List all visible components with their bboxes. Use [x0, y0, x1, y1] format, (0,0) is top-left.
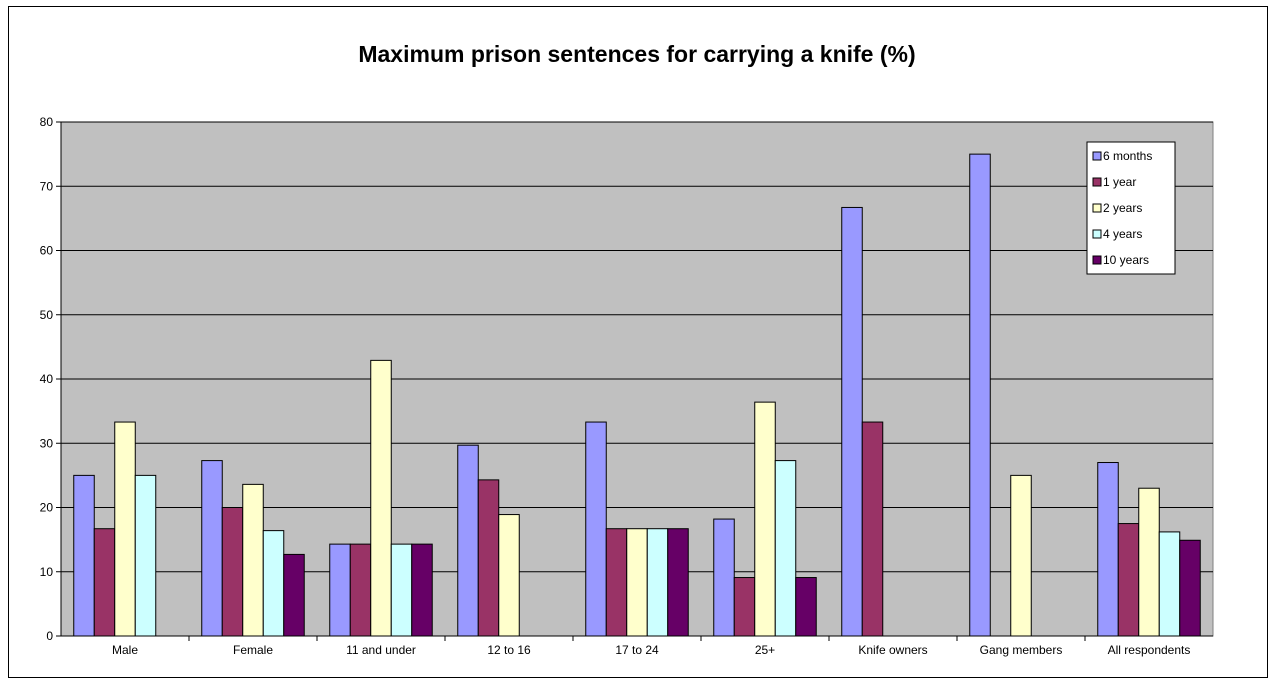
bar	[969, 153, 991, 637]
bar	[861, 421, 884, 637]
y-tick-label: 20	[40, 501, 54, 515]
chart-title: Maximum prison sentences for carrying a …	[358, 41, 915, 67]
bar	[754, 401, 776, 637]
bar	[349, 543, 372, 637]
bar	[457, 444, 479, 637]
bar	[262, 530, 285, 637]
bar	[390, 543, 413, 637]
legend: 6 months 1 year 2 years 4 years 10 years	[1086, 141, 1176, 275]
bar	[774, 460, 797, 637]
bar	[1158, 531, 1181, 637]
x-tick-label: 17 to 24	[615, 643, 659, 657]
bar	[713, 518, 735, 637]
bar	[73, 474, 95, 637]
bar-group	[457, 444, 520, 637]
bar	[585, 421, 607, 637]
bar	[329, 543, 351, 637]
x-tick-label: Gang members	[980, 643, 1063, 657]
y-tick-label: 40	[40, 372, 54, 386]
bar	[1097, 462, 1119, 637]
y-tick-label: 70	[40, 179, 54, 193]
legend-label: 6 months	[1103, 149, 1152, 163]
bar	[1179, 539, 1201, 637]
bar-group	[1097, 462, 1201, 637]
bar-group	[969, 153, 1032, 637]
bar	[667, 528, 689, 637]
y-axis-ticks: 0 10 20 30 40 50 60 70 80	[40, 115, 61, 643]
x-tick-label: Female	[233, 643, 273, 657]
x-tick-label: Knife owners	[858, 643, 927, 657]
bar	[795, 577, 817, 637]
bars	[73, 153, 1201, 637]
bar	[646, 528, 669, 637]
bar	[498, 514, 520, 637]
bar	[841, 206, 863, 637]
bar	[242, 483, 264, 637]
y-tick-label: 50	[40, 308, 54, 322]
bar-group	[713, 401, 817, 637]
y-tick-label: 30	[40, 436, 54, 450]
legend-box	[1086, 141, 1176, 275]
x-tick-label: 11 and under	[346, 643, 416, 657]
y-tick-label: 10	[40, 565, 54, 579]
legend-label: 4 years	[1103, 227, 1142, 241]
bar	[134, 474, 157, 637]
x-axis-ticks: Male Female 11 and under 12 to 16 17 to 24 25…	[112, 636, 1190, 657]
bar	[1010, 474, 1032, 637]
legend-label: 1 year	[1103, 175, 1136, 189]
x-tick-label: 25+	[755, 643, 775, 657]
bar	[1117, 523, 1140, 637]
y-tick-label: 80	[40, 115, 54, 129]
legend-swatch	[1092, 229, 1102, 239]
x-tick-label: 12 to 16	[487, 643, 531, 657]
bar	[1138, 487, 1160, 637]
bar-group	[841, 206, 884, 637]
bar	[733, 577, 756, 637]
bar	[626, 528, 648, 637]
bar	[201, 460, 223, 637]
legend-swatch	[1092, 203, 1102, 213]
bar	[221, 507, 244, 637]
legend-swatch	[1092, 255, 1102, 265]
legend-swatch	[1092, 151, 1102, 161]
y-tick-label: 0	[46, 629, 53, 643]
bar	[411, 543, 433, 637]
y-tick-label: 60	[40, 244, 54, 258]
bar	[114, 421, 136, 637]
bar	[605, 528, 628, 637]
bar-group	[73, 421, 157, 637]
legend-label: 2 years	[1103, 201, 1142, 215]
bar-group	[585, 421, 689, 637]
x-tick-label: All respondents	[1108, 643, 1191, 657]
x-tick-label: Male	[112, 643, 138, 657]
bar	[477, 479, 500, 637]
bar	[93, 528, 116, 637]
bar-group	[201, 460, 305, 637]
bar	[370, 359, 392, 637]
bar-group	[329, 359, 433, 637]
legend-swatch	[1092, 177, 1102, 187]
bar	[283, 553, 305, 637]
legend-label: 10 years	[1103, 253, 1149, 267]
